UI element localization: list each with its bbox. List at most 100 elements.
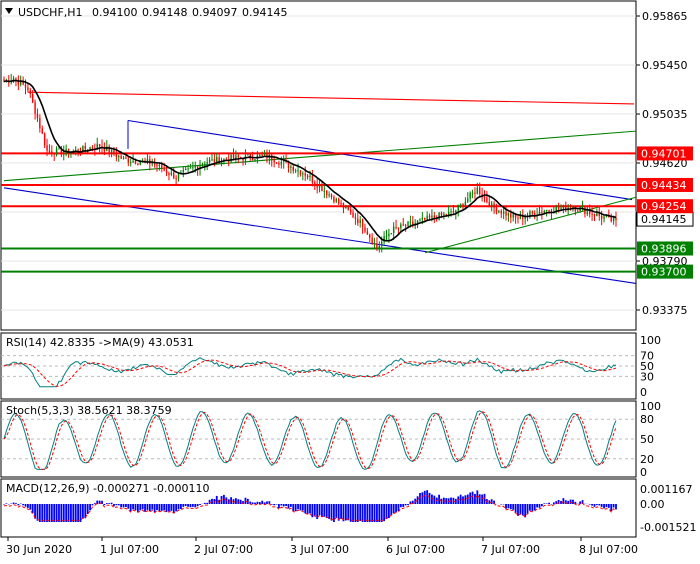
candle-body — [293, 167, 294, 171]
candle-body — [264, 153, 265, 155]
candle-body — [305, 173, 306, 175]
macd-bar — [170, 504, 172, 511]
candle-body — [49, 151, 50, 152]
macd-bar — [302, 504, 304, 511]
macd-bar — [548, 503, 550, 504]
candle-body — [183, 170, 184, 172]
macd-bar — [508, 504, 510, 508]
macd-bar — [271, 504, 273, 505]
candle-body — [30, 90, 31, 94]
time-axis-label: 3 Jul 07:00 — [290, 543, 349, 556]
macd-bar — [168, 504, 170, 511]
candle-body — [135, 161, 136, 164]
macd-bar — [115, 504, 117, 505]
macd-bar — [158, 504, 160, 511]
macd-bar — [505, 504, 507, 509]
candle-body — [429, 216, 430, 218]
macd-bar — [130, 504, 132, 511]
macd-bar — [529, 504, 531, 511]
candle-body — [477, 188, 478, 194]
macd-bar — [350, 504, 352, 522]
candle-body — [455, 211, 456, 213]
macd-bar — [405, 504, 407, 505]
macd-bar — [264, 502, 266, 504]
level-label-text: 0.94254 — [641, 200, 687, 213]
macd-bar — [378, 504, 380, 522]
price-panel[interactable]: 0.958650.954500.950350.946200.942050.937… — [1, 1, 693, 330]
candle-body — [163, 169, 164, 170]
macd-bar — [323, 504, 325, 517]
macd-bar — [481, 495, 483, 504]
candle-body — [238, 155, 239, 157]
macd-bar — [347, 504, 349, 520]
macd-bar — [491, 499, 493, 504]
candle-body — [453, 211, 454, 212]
candle-body — [484, 197, 485, 198]
candle-body — [558, 207, 559, 209]
macd-bar — [553, 502, 555, 504]
macd-bar — [292, 504, 294, 511]
price-scale-label: 0.95865 — [642, 10, 688, 23]
rsi-title: RSI(14) 42.8335 ->MA(9) 43.0531 — [6, 336, 194, 349]
candle-body — [594, 214, 595, 216]
candle-body — [541, 212, 542, 213]
macd-bar — [407, 504, 409, 505]
candle-body — [168, 173, 169, 175]
macd-bar — [46, 504, 48, 522]
macd-bar — [120, 504, 122, 507]
candle-body — [63, 152, 64, 154]
candle-body — [281, 162, 282, 165]
macd-bar — [543, 503, 545, 504]
macd-bar — [127, 504, 129, 509]
macd-bar — [335, 504, 337, 518]
level-label-text: 0.93896 — [641, 242, 687, 255]
macd-bar — [27, 504, 29, 508]
macd-bar — [388, 504, 390, 518]
macd-bar — [594, 504, 596, 507]
candle-body — [195, 167, 196, 168]
macd-bar — [142, 504, 144, 509]
candle-body — [111, 150, 112, 153]
macd-bar — [601, 504, 603, 507]
macd-panel[interactable]: MACD(12,26,9) -0.000271 -0.000110 0.0011… — [1, 479, 696, 537]
macd-bar — [522, 504, 524, 515]
candle-body — [371, 238, 372, 244]
indicator-scale-label: 0 — [640, 466, 647, 479]
candle-body — [472, 193, 473, 194]
macd-bar — [400, 504, 402, 507]
candle-body — [211, 159, 212, 160]
candle-body — [178, 174, 179, 179]
candle-body — [431, 216, 432, 218]
candle-body — [393, 227, 394, 233]
candle-body — [166, 171, 167, 174]
candle-body — [190, 168, 191, 169]
rsi-panel[interactable]: RSI(14) 42.8335 ->MA(9) 43.0531 10070503… — [1, 333, 661, 399]
macd-bar — [285, 504, 287, 506]
macd-bar — [37, 504, 39, 521]
candle-body — [412, 222, 413, 225]
macd-bar — [546, 503, 548, 504]
macd-bar — [383, 504, 385, 521]
macd-bar — [606, 504, 608, 507]
candle-body — [467, 199, 468, 202]
candle-body — [376, 243, 377, 248]
candle-body — [99, 144, 100, 146]
candle-body — [175, 178, 176, 179]
macd-bar — [240, 500, 242, 504]
macd-bar — [94, 503, 96, 504]
macd-bar — [371, 504, 373, 522]
macd-bar — [479, 494, 481, 504]
candle-body — [230, 155, 231, 162]
macd-bar — [123, 504, 125, 507]
candle-body — [278, 163, 279, 164]
candle-body — [560, 208, 561, 209]
macd-bar — [395, 504, 397, 512]
candle-body — [343, 203, 344, 208]
macd-bar — [175, 504, 177, 511]
candle-body — [458, 205, 459, 210]
time-axis-label: 6 Jul 07:00 — [386, 543, 445, 556]
macd-bar — [13, 503, 15, 504]
candle-body — [252, 159, 253, 161]
